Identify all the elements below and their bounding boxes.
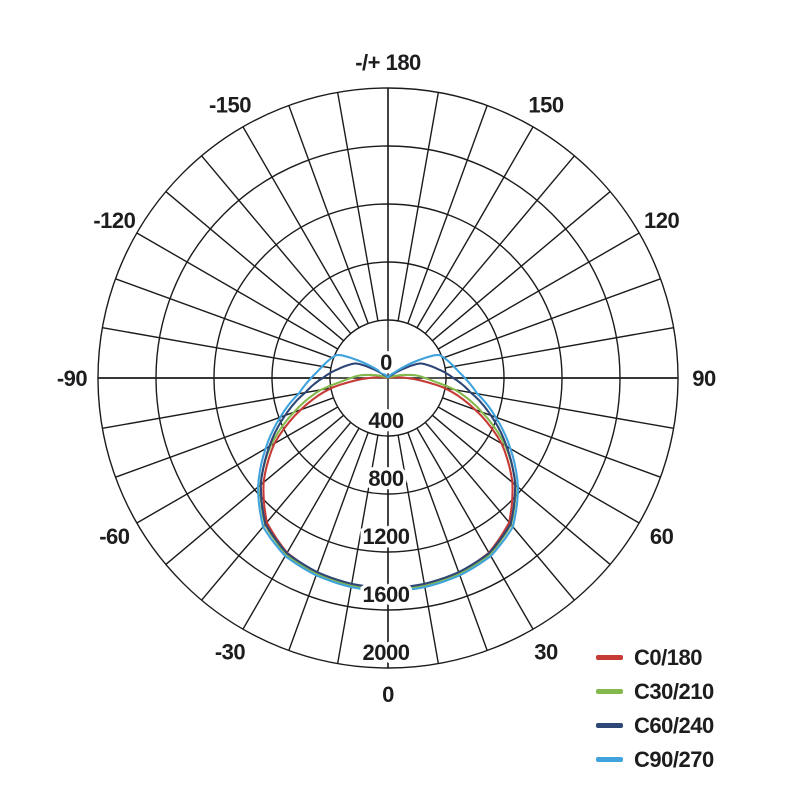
angle-label-120: 120	[644, 208, 679, 233]
intensity-curves	[256, 353, 520, 593]
legend-item-c60-240: C60/240	[596, 712, 714, 738]
angle-label-60: 60	[650, 524, 674, 549]
legend-color-dash	[596, 723, 623, 728]
angle-label-0: 0	[382, 682, 394, 707]
radial-tick-labels: 0 400 800 1200 1600 2000	[359, 347, 414, 669]
legend-label: C90/270	[634, 746, 714, 772]
angle-label--150: -150	[209, 92, 251, 117]
angle-label--30: -30	[215, 640, 246, 665]
angle-label--120: -120	[93, 208, 135, 233]
curve-c90-270	[256, 353, 520, 593]
legend-item-c30-210: C30/210	[596, 678, 714, 704]
angle-label-90: 90	[692, 366, 716, 391]
curve-c30-210	[259, 373, 517, 592]
polar-grid	[97, 87, 679, 669]
legend-item-c90-270: C90/270	[596, 746, 714, 772]
radial-label-2000: 2000	[363, 640, 410, 665]
radial-label-1200: 1200	[363, 524, 410, 549]
legend-color-dash	[596, 757, 623, 762]
radial-label-400: 400	[368, 408, 403, 433]
angle-label-30: 30	[534, 640, 558, 665]
legend-item-c0-180: C0/180	[596, 644, 714, 670]
radial-label-1600: 1600	[363, 582, 410, 607]
angle-label--60: -60	[99, 524, 130, 549]
angle-label--180: -/+ 180	[355, 50, 421, 75]
curve-c60-240	[259, 362, 517, 590]
legend: C0/180 C30/210 C60/240 C90/270	[596, 644, 714, 772]
legend-label: C60/240	[634, 712, 714, 738]
radial-label-800: 800	[368, 466, 403, 491]
legend-color-dash	[596, 689, 623, 694]
angle-label-150: 150	[528, 92, 563, 117]
radial-label-0: 0	[380, 350, 392, 375]
legend-label: C0/180	[634, 644, 702, 670]
legend-color-dash	[596, 655, 623, 660]
angle-label--90: -90	[57, 366, 88, 391]
angle-tick-labels: -/+ 180 150 120 90 60 30 0 -30 -60 -90 -120 -150	[57, 50, 717, 707]
legend-label: C30/210	[634, 678, 714, 704]
